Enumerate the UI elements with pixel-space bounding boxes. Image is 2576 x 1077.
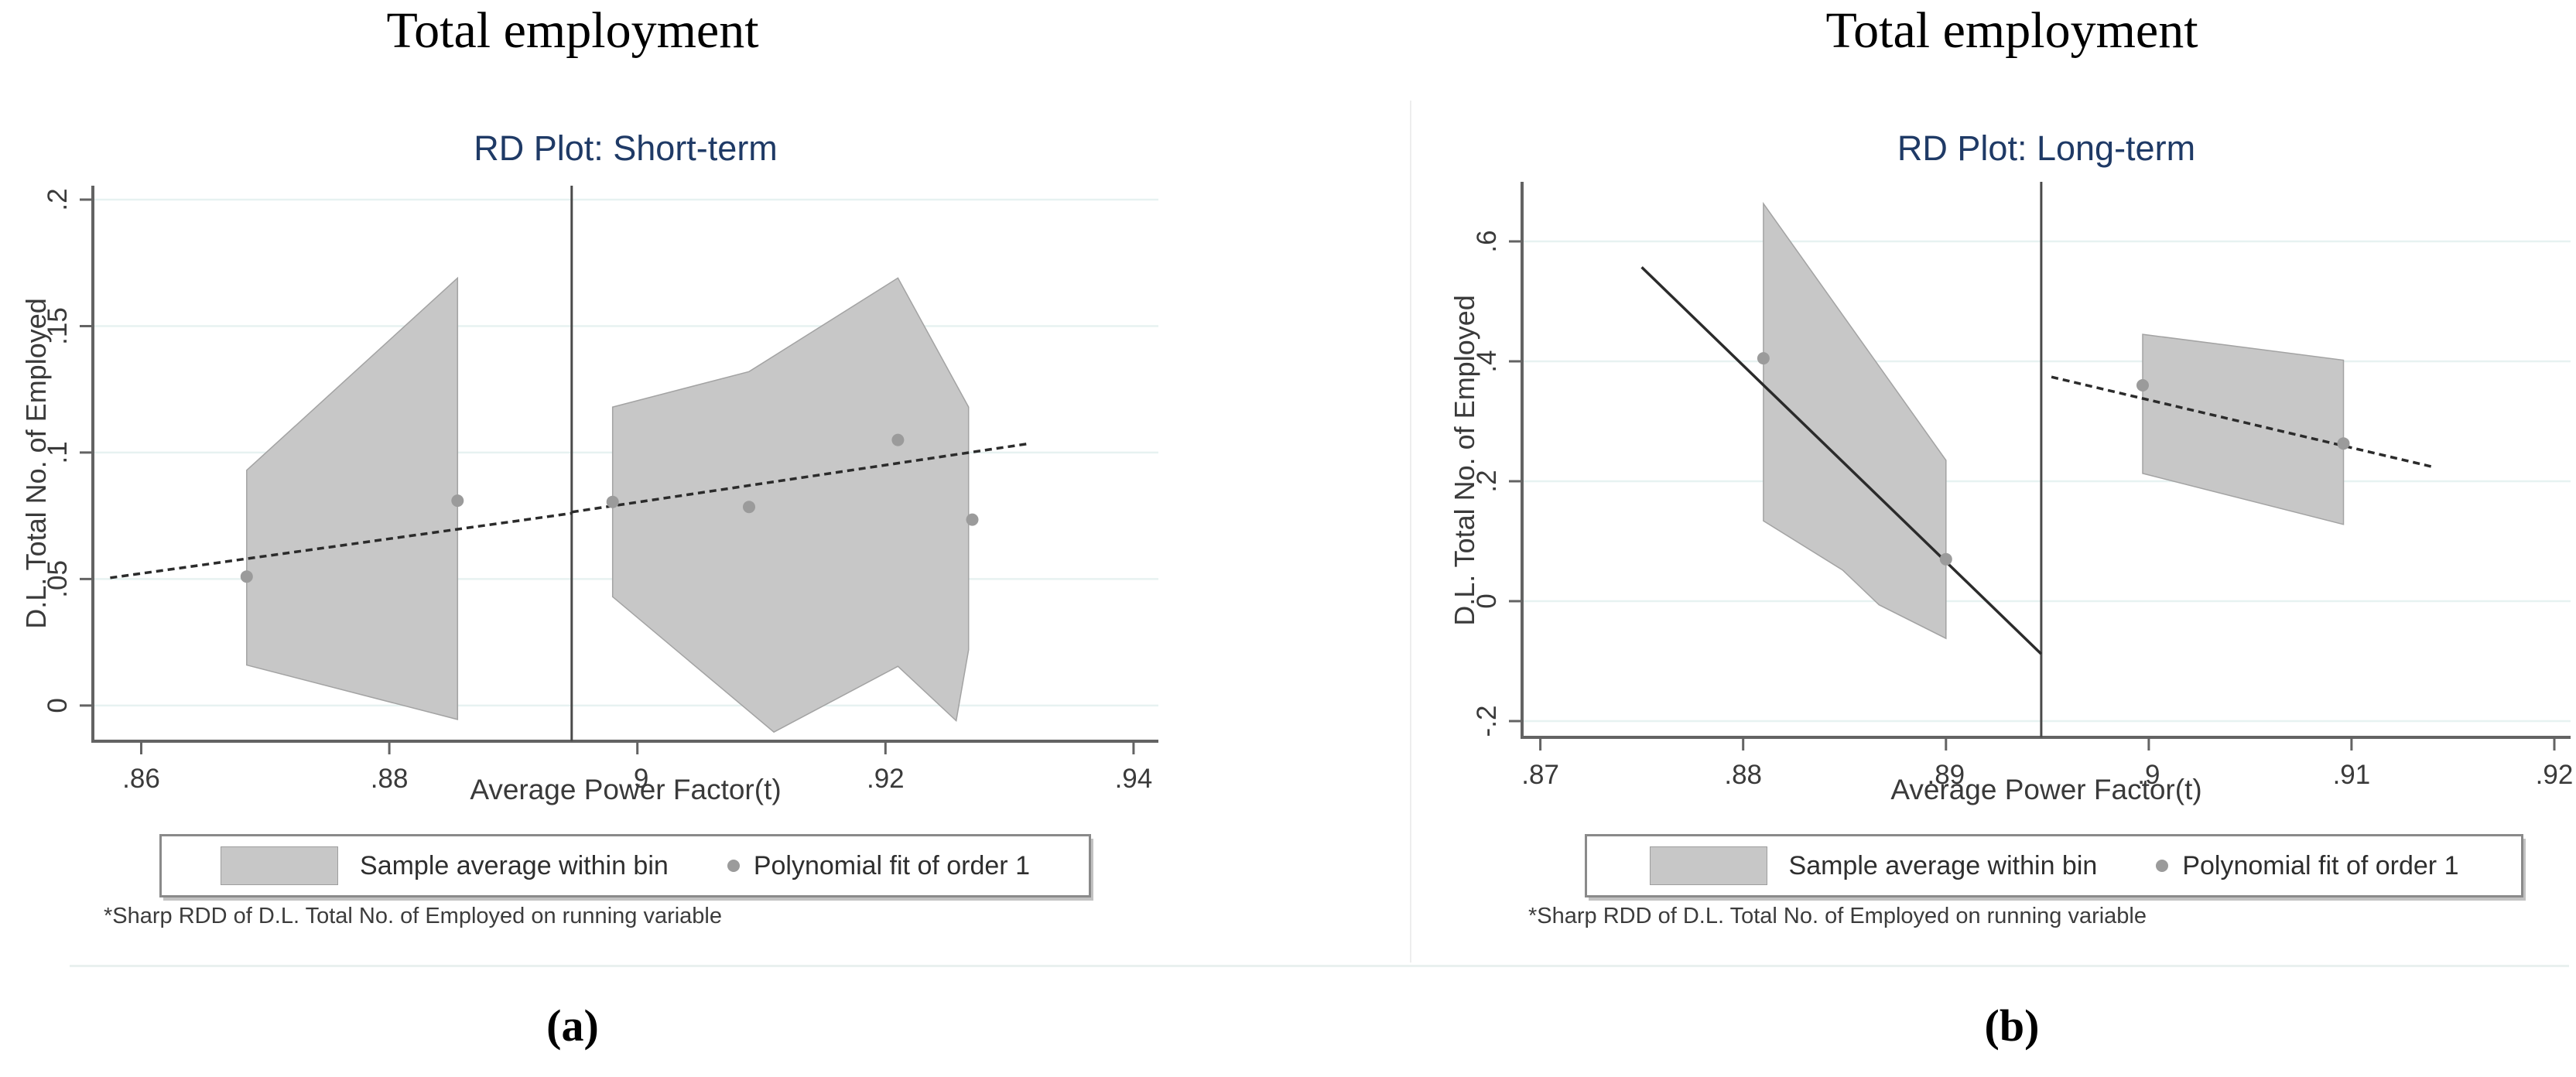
x-axis-label-b: Average Power Factor(t) <box>1890 774 2202 805</box>
fit-line-dashed <box>2051 375 2434 469</box>
fit-line-dashed <box>110 511 573 580</box>
bin-dot <box>891 433 905 446</box>
x-axis-label-a: Average Power Factor(t) <box>470 774 782 805</box>
plot-title-a: RD Plot: Short-term <box>474 128 778 168</box>
bin-dot <box>2136 379 2149 391</box>
y-axis-label-b: D.L. Total No. of Employed <box>1449 295 1480 626</box>
bin-dot <box>240 570 253 583</box>
y-tick-label: -.2 <box>1472 706 1502 737</box>
plot-title-b: RD Plot: Long-term <box>1897 128 2196 168</box>
x-tick-label: .86 <box>122 764 160 794</box>
x-tick-label: .88 <box>371 764 409 794</box>
y-tick-label: .4 <box>1472 350 1502 372</box>
y-tick-label: 0 <box>43 698 73 713</box>
bin-polygon <box>611 277 970 733</box>
bin-polygon <box>2142 333 2345 525</box>
bin-dot <box>606 495 619 508</box>
fit-dot-icon <box>2156 860 2169 872</box>
panel-divider-line <box>1410 101 1411 962</box>
y-tick-label: .15 <box>43 307 73 345</box>
bin-polygon <box>1763 201 1947 640</box>
y-tick-label: .2 <box>43 188 73 210</box>
x-tick-label: .94 <box>1115 764 1153 794</box>
figure-bottom-rule <box>70 965 2569 967</box>
legend-b: Sample average within bin Polynomial fit… <box>1585 834 2523 897</box>
x-tick-label: .9 <box>626 764 648 794</box>
y-axis-label-a: D.L. Total No. of Employed <box>20 298 52 629</box>
rd-plot-panel-b: .87 .88 .89 .9 .91 .92 -.2 0 .2 .4 .6 <box>1472 182 2573 790</box>
bin-dot <box>743 501 755 514</box>
y-tick-label: .05 <box>43 560 73 598</box>
fit-dot-icon <box>727 860 740 872</box>
fit-line-dashed <box>571 442 1028 514</box>
rd-plot-panel-a: .86 .88 .9 .92 .94 0 .05 .1 .15 .2 <box>43 186 1158 794</box>
y-tick-label: .1 <box>43 441 73 463</box>
y-tick-label: .2 <box>1472 470 1502 492</box>
x-tick-label: .92 <box>867 764 905 794</box>
bin-swatch-icon <box>1649 846 1767 885</box>
legend-a: Sample average within bin Polynomial fit… <box>159 834 1091 897</box>
bin-polygon <box>246 276 459 720</box>
figure-title-a: Total employment <box>386 2 759 59</box>
fit-line-solid <box>1640 266 2043 655</box>
y-tick-label: .6 <box>1472 230 1502 252</box>
panel-label-a: (a) <box>546 1000 599 1051</box>
x-tick-label: .88 <box>1724 760 1762 790</box>
x-tick-label: .9 <box>2137 760 2160 790</box>
bin-dot <box>451 494 464 508</box>
legend-bin-label: Sample average within bin <box>1788 850 2098 880</box>
x-tick-label: .92 <box>2536 760 2574 790</box>
x-tick-label: .87 <box>1521 760 1559 790</box>
legend-fit-label: Polynomial fit of order 1 <box>753 850 1030 880</box>
legend-bin-label: Sample average within bin <box>360 850 669 880</box>
y-tick-label: 0 <box>1472 593 1502 608</box>
x-tick-label: .89 <box>1927 760 1965 790</box>
bin-dot <box>966 513 979 526</box>
bin-dot <box>1939 552 1952 566</box>
footnote-b: *Sharp RDD of D.L. Total No. of Employed… <box>1528 904 2147 928</box>
legend-fit-label: Polynomial fit of order 1 <box>2182 850 2459 880</box>
x-tick-label: .91 <box>2333 760 2371 790</box>
footnote-a: *Sharp RDD of D.L. Total No. of Employed… <box>104 904 723 928</box>
bin-dot <box>1757 352 1770 365</box>
figure-title-b: Total employment <box>1825 2 2198 59</box>
bin-swatch-icon <box>221 846 339 885</box>
bin-dot <box>2337 437 2350 450</box>
panel-label-b: (b) <box>1984 1000 2040 1051</box>
